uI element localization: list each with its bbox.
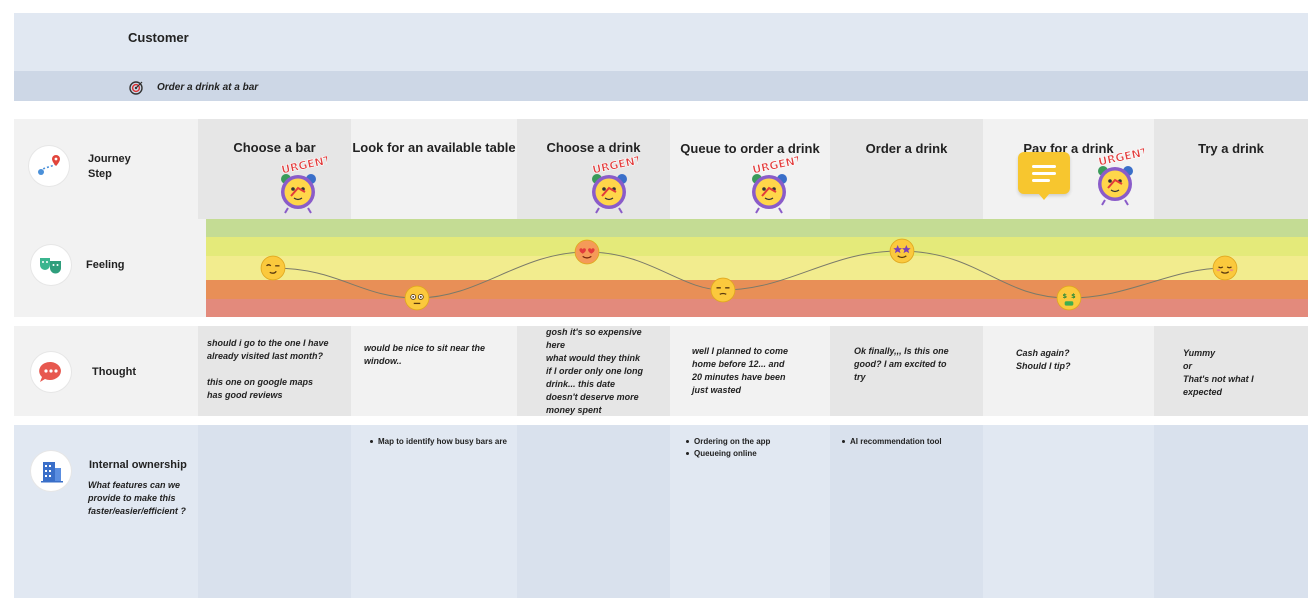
sticky-note[interactable] [1018,152,1070,200]
feature-item: Ordering on the app [694,437,771,446]
svg-text:$: $ [1071,292,1076,300]
emoji-worried-icon [404,285,430,311]
thought-row-label: Thought [92,366,136,378]
feature-item: Queueing online [694,449,757,458]
building-icon [31,451,71,491]
urgent-clock-sticker[interactable]: URGENT! [740,152,809,221]
stage-title: Order a drink [865,141,948,156]
column-shade [1154,425,1308,598]
feeling-band-2 [206,237,1308,256]
bullet-dot [370,440,373,443]
speech-bubble-icon [31,352,71,392]
column-shade [517,326,670,416]
stage-title: Try a drink [1198,141,1264,156]
urgent-clock-sticker[interactable]: URGENT! [1086,144,1155,213]
emoji-heart-eyes-icon [574,239,600,265]
bullet-dot [686,452,689,455]
target-icon [129,81,143,95]
column-shade [1154,326,1308,416]
urgent-label: URGENT! [591,156,638,177]
feeling-row-label: Feeling [86,259,125,271]
route-icon [29,146,69,186]
column-shade [830,326,983,416]
persona-label: Customer [128,30,189,45]
column-shade [198,425,351,598]
emoji-relieved-icon [1212,255,1238,281]
goal-band [14,71,1308,101]
urgent-clock-sticker[interactable]: URGENT! [580,152,649,221]
bullet-dot [686,440,689,443]
emoji-smirk-icon [260,255,286,281]
feature-item: AI recommendation tool [850,437,942,446]
stage-title: Choose a bar [233,140,316,155]
bullet-dot [842,440,845,443]
thought-text: Yummy or That's not what I expected [1183,348,1254,397]
stage-title: Queue to order a drink [680,141,820,156]
ownership-row-question: What features can we provide to make thi… [88,480,186,516]
svg-text:$: $ [1063,292,1068,300]
urgent-label: URGENT! [751,156,798,177]
thought-text: would be nice to sit near the window.. [364,343,486,366]
column-shade [517,119,670,219]
column-shade [830,425,983,598]
column-shade [198,119,351,219]
goal-label: Order a drink at a bar [157,82,259,93]
feeling-band-1 [206,219,1308,237]
thought-text: Ok finally,,, Is this one good? I am exc… [854,346,949,382]
urgent-label: URGENT! [280,156,327,177]
emoji-star-struck-icon [889,238,915,264]
column-shade [1154,119,1308,219]
persona-band [14,13,1308,71]
ownership-row-label: Internal ownership [89,459,187,471]
thought-text: gosh it's so expensive here what would t… [546,327,644,415]
urgent-clock-sticker[interactable]: URGENT! [269,152,338,221]
column-shade [517,425,670,598]
emoji-money-mouth-icon: $ $ [1056,285,1082,311]
journey-row-label: Journey Step [88,153,131,180]
column-shade [830,119,983,219]
feeling-band-5 [206,299,1308,317]
feeling-band-4 [206,280,1308,299]
thought-text: well I planned to come home before 12...… [692,346,789,395]
feeling-band-3 [206,256,1308,280]
urgent-label: URGENT! [1097,148,1144,169]
stage-title: Choose a drink [546,140,641,155]
masks-icon [31,245,71,285]
thought-text: Cash again? Should I tip? [1016,348,1071,371]
stage-title: Look for an available table [352,140,516,155]
thought-text: should i go to the one I have already vi… [207,338,329,400]
emoji-unamused-icon [710,277,736,303]
column-shade [198,326,351,416]
feature-item: Map to identify how busy bars are [378,437,507,446]
